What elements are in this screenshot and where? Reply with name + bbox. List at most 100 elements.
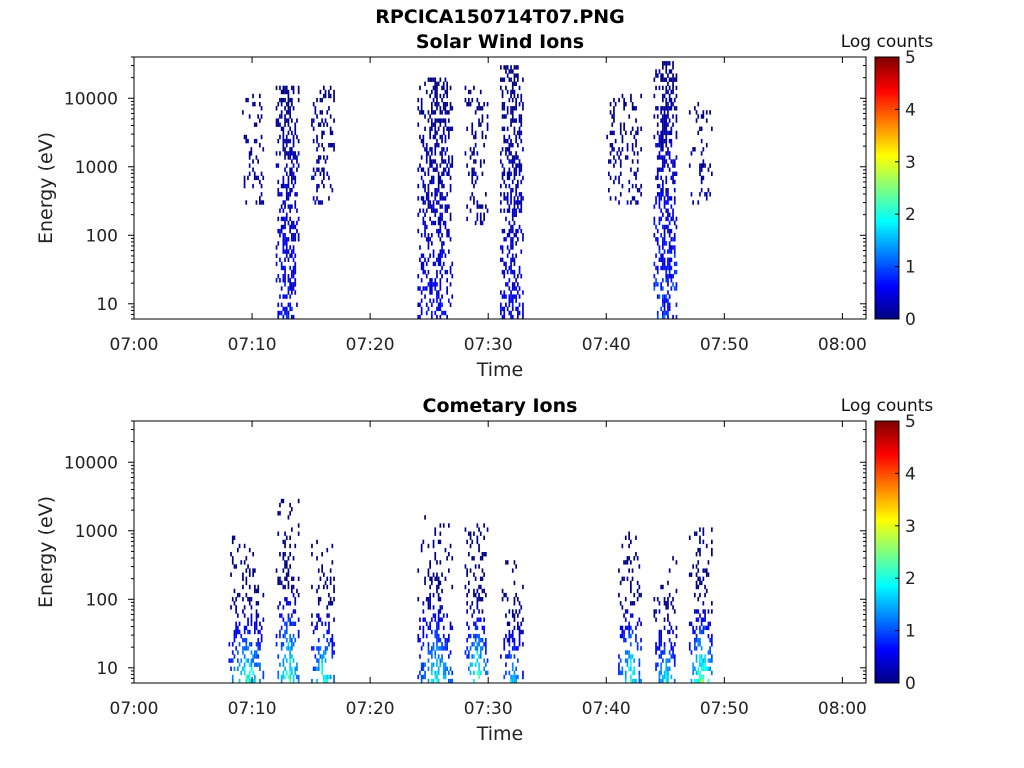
data-cell [518,126,521,131]
data-cell [660,654,662,659]
data-cell [510,228,512,234]
data-cell [417,314,420,320]
data-cell [333,143,335,148]
data-cell [522,102,524,107]
data-cell [668,650,671,655]
data-cell [672,556,674,561]
data-cell [466,102,468,107]
data-cell [444,167,447,172]
data-cell [694,642,696,647]
data-cell [517,658,519,663]
data-cell [624,609,627,614]
data-cell [668,97,671,103]
data-cell [609,110,612,115]
data-cell [436,192,438,197]
data-cell [511,294,514,299]
data-cell [425,302,428,307]
data-cell [702,163,705,168]
data-cell [515,674,517,680]
data-cell [429,278,431,283]
data-cell [434,134,437,140]
data-cell [656,155,659,160]
data-cell [656,175,659,181]
data-cell [636,621,639,626]
data-cell [437,609,440,614]
data-cell [296,155,298,160]
data-cell [486,670,489,676]
data-cell [623,102,625,107]
data-cell [248,171,251,176]
data-cell [442,102,445,107]
data-cell [242,572,244,577]
data-cell [483,523,485,528]
data-cell [296,302,298,307]
colorbar-step [875,635,899,639]
data-cell [424,188,426,193]
data-cell [700,617,703,622]
data-cell [441,147,443,152]
data-cell [292,282,295,287]
data-cell [441,310,443,316]
data-cell [655,282,657,287]
data-cell [328,106,330,111]
data-cell [437,81,440,86]
data-cell [474,646,477,651]
data-cell [437,580,440,586]
data-cell [522,310,524,316]
data-cell [233,629,236,635]
data-cell [668,241,671,246]
data-cell [670,228,673,234]
data-cell [508,642,511,647]
data-cell [700,674,703,680]
data-cell [451,126,454,131]
data-cell [478,642,480,647]
data-cell [688,535,691,540]
data-cell [520,138,523,144]
colorbar-step [875,190,899,194]
data-cell [451,670,454,676]
data-cell [284,654,286,659]
data-cell [434,130,437,136]
data-cell [667,212,669,217]
data-cell [473,588,475,594]
data-cell [473,572,475,577]
data-cell [466,646,468,651]
data-cell [692,670,694,676]
data-cell [505,65,507,70]
data-cell [636,597,639,602]
data-cell [326,576,329,581]
data-cell [690,192,693,197]
data-cell [442,674,445,680]
data-cell [630,560,632,565]
data-cell [513,257,516,262]
data-cell [670,278,673,283]
data-cell [436,130,438,136]
data-cell [285,564,288,569]
data-cell [439,257,442,262]
data-cell [640,621,642,626]
data-cell [444,110,447,115]
data-cell [506,126,509,131]
data-cell [431,220,433,226]
data-cell [280,646,283,651]
data-cell [673,233,676,238]
colorbar-step [875,672,899,676]
data-cell [658,633,661,639]
data-cell [675,118,678,123]
data-cell [285,597,288,602]
data-cell [324,650,327,655]
data-cell [294,200,297,205]
data-cell [501,147,504,152]
data-cell [697,666,700,671]
data-cell [238,621,241,626]
data-cell [665,179,668,185]
data-cell [287,130,290,136]
data-cell [694,646,696,651]
data-cell [518,269,521,275]
data-cell [668,151,671,156]
data-cell [663,200,666,205]
data-cell [231,658,234,663]
data-cell [326,122,329,127]
colorbar-step [875,544,899,548]
data-cell [709,110,711,115]
